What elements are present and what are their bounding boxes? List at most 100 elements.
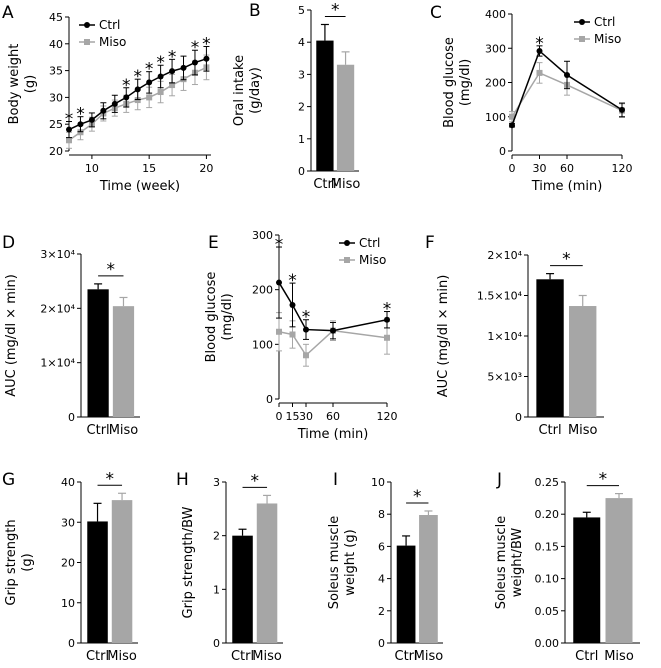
y-tick-label: 0.15 [535, 540, 560, 553]
y-tick-label: 2×10⁴ [40, 302, 75, 315]
y-tick-label: 6 [378, 540, 385, 553]
y-tick-label: 20 [49, 145, 63, 158]
x-axis-label: Time (min) [531, 179, 603, 194]
y-tick-label: 1×10⁴ [40, 357, 75, 370]
data-point-ctrl [77, 121, 84, 128]
data-point-ctrl [536, 47, 543, 54]
x-tick-label: 20 [199, 162, 213, 175]
legend-label: Miso [594, 32, 621, 46]
significance-star: * [599, 470, 608, 490]
x-tick-label: 15 [142, 162, 156, 175]
y-tick-label: 8 [378, 508, 385, 521]
y-axis-label: Body weight [7, 44, 22, 125]
data-point-ctrl [384, 316, 390, 323]
legend-label: Miso [359, 253, 386, 267]
bar-miso [111, 500, 133, 643]
x-tick-label: Miso [109, 423, 139, 438]
y-axis-label: (g) [23, 75, 38, 93]
x-tick-label: Miso [414, 649, 444, 664]
y-tick-label: 1×10⁴ [487, 330, 522, 343]
y-axis-label: Blood glucose [204, 272, 219, 363]
significance-star: * [168, 47, 177, 67]
legend-marker-ctrl [344, 240, 350, 246]
significance-star: * [202, 34, 211, 54]
significance-star: * [65, 110, 74, 130]
y-axis-label: Oral intake [232, 55, 247, 126]
bar-miso [256, 503, 278, 643]
y-tick-label: 0.25 [535, 476, 560, 489]
y-tick-label: 0 [298, 165, 305, 178]
y-tick-label: 3 [298, 68, 305, 81]
bar-ctrl [232, 535, 253, 643]
x-tick-label: 10 [85, 162, 99, 175]
x-tick-label: Ctrl [313, 177, 336, 192]
panel-letter: B [249, 1, 261, 21]
y-tick-label: 400 [485, 8, 506, 21]
x-tick-label: 120 [377, 410, 398, 423]
x-tick-label: Ctrl [395, 649, 418, 664]
bar-miso [605, 498, 633, 643]
y-tick-label: 0.10 [535, 573, 560, 586]
x-tick-label: 0 [276, 410, 283, 423]
data-point-miso [536, 69, 543, 76]
significance-star: * [122, 76, 131, 96]
x-tick-label: 60 [326, 410, 340, 423]
bar-miso [569, 306, 597, 417]
y-tick-label: 10 [61, 597, 75, 610]
bar-ctrl [87, 289, 109, 417]
y-tick-label: 25 [49, 118, 63, 131]
x-tick-label: 0 [509, 162, 516, 175]
x-tick-label: 30 [299, 410, 313, 423]
significance-star: * [191, 38, 200, 58]
panel-letter: J [496, 470, 502, 490]
data-point-ctrl [276, 279, 282, 286]
significance-star: * [107, 260, 116, 280]
y-tick-label: 0.05 [535, 605, 560, 618]
x-tick-label: Miso [252, 649, 282, 664]
y-tick-label: 2 [213, 530, 220, 543]
data-point-ctrl [509, 122, 515, 129]
significance-star: * [383, 300, 392, 320]
data-point-miso [146, 94, 153, 101]
data-point-miso [169, 82, 176, 89]
data-point-ctrl [111, 100, 118, 107]
x-tick-label: 60 [560, 162, 574, 175]
y-tick-label: 0 [68, 411, 75, 424]
y-axis-label: Soleus muscle [327, 516, 342, 609]
panel-letter: C [430, 3, 442, 23]
x-tick-label: Miso [107, 649, 137, 664]
y-axis-label: Soleus muscle [494, 516, 509, 609]
y-tick-label: 0 [68, 637, 75, 650]
x-tick-label: Ctrl [231, 649, 254, 664]
y-tick-label: 45 [49, 11, 63, 24]
y-tick-label: 10 [371, 476, 385, 489]
bar-ctrl [536, 279, 564, 417]
y-tick-label: 200 [485, 77, 506, 90]
panel-letter: A [2, 3, 14, 23]
y-tick-label: 40 [49, 38, 63, 51]
x-tick-label: Miso [604, 649, 634, 664]
y-tick-label: 2 [378, 605, 385, 618]
y-axis-label: AUC (mg/dl × min) [4, 274, 19, 397]
panel-letter: H [176, 470, 189, 490]
y-tick-label: 0 [515, 411, 522, 424]
x-tick-label: 15 [286, 410, 300, 423]
panel-letter: G [2, 470, 15, 490]
y-tick-label: 0 [499, 145, 506, 158]
x-tick-label: Ctrl [87, 423, 110, 438]
x-axis-label: Time (week) [99, 179, 180, 194]
y-tick-label: 0.20 [535, 508, 560, 521]
data-point-ctrl [169, 68, 176, 75]
legend-label: Ctrl [359, 236, 380, 250]
data-point-miso [303, 352, 309, 359]
x-tick-label: 120 [612, 162, 633, 175]
y-axis-label: (mg/dl) [458, 59, 473, 106]
y-tick-label: 200 [252, 284, 273, 297]
bar-miso [419, 515, 438, 643]
legend-label: Ctrl [594, 15, 615, 29]
data-point-ctrl [134, 86, 141, 93]
